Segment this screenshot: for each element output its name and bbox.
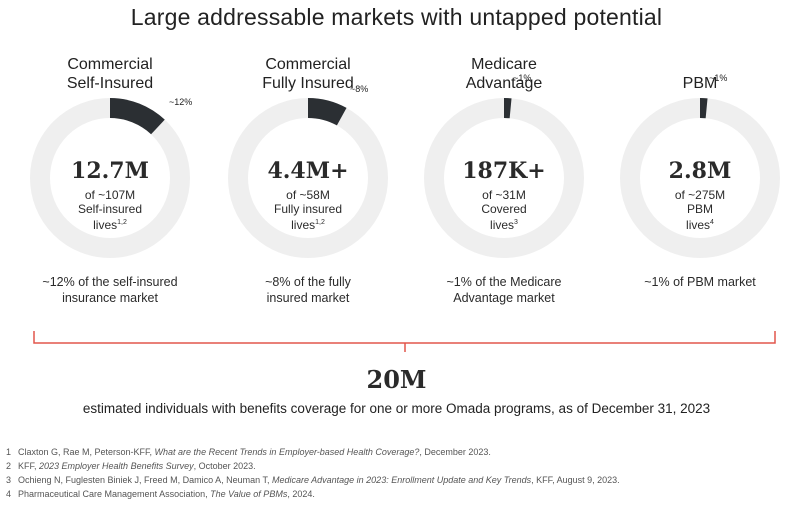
- donut-svg: [30, 98, 190, 258]
- market-description: ~1% of PBM market: [644, 275, 756, 289]
- footnote: 3 Ochieng N, Fuglesten Biniek J, Freed M,…: [6, 475, 620, 485]
- market-card-fully-insured: Commercial Fully Insured ~8% 4.4M+ of ~58…: [210, 52, 406, 306]
- page-title: Large addressable markets with untapped …: [130, 4, 663, 30]
- market-size-subtext: of ~107M Self-insured lives1,2: [77, 188, 143, 232]
- market-title: PBM: [682, 75, 718, 92]
- market-size-value: 4.4M+: [267, 158, 349, 184]
- market-size-subtext: of ~58M Fully insured lives1,2: [273, 188, 343, 232]
- bracket-line: [33, 331, 776, 352]
- donut-chart: ~8% 4.4M+ of ~58M Fully insured lives1,2: [210, 84, 406, 274]
- donut-chart: ~1% 2.8M of ~275M PBM lives4: [602, 73, 793, 274]
- share-label: ~1%: [709, 72, 728, 83]
- share-label: ~8%: [350, 84, 369, 95]
- market-description: ~12% of the self-insured insurance market: [42, 275, 178, 305]
- footnote: 1 Claxton G, Rae M, Peterson-KFF, What ar…: [6, 447, 491, 457]
- market-title: Commercial Fully Insured: [262, 56, 354, 92]
- market-title: Medicare Advantage: [465, 56, 543, 92]
- share-label: ~12%: [169, 97, 193, 108]
- market-card-medicare-advantage: Medicare Advantage ~1% 187K+ of ~31M Cove…: [406, 52, 602, 306]
- market-size-subtext: of ~275M PBM lives4: [674, 188, 726, 232]
- donut-share-segment: [110, 98, 165, 135]
- total-value: 20M: [366, 365, 427, 394]
- donut-svg: [228, 98, 388, 258]
- market-size-value: 2.8M: [668, 158, 732, 184]
- market-card-self-insured: Commercial Self-Insured ~12% 12.7M of ~10…: [12, 52, 208, 306]
- donut-share-segment: [308, 98, 347, 126]
- donut-chart: ~12% 12.7M of ~107M Self-insured lives1,…: [12, 96, 208, 274]
- market-size-subtext: of ~31M Covered lives3: [481, 188, 527, 232]
- donut-chart: ~1% 187K+ of ~31M Covered lives3: [406, 73, 602, 274]
- total-description: estimated individuals with benefits cove…: [82, 401, 711, 416]
- donut-svg: [620, 98, 780, 258]
- donut-svg: [424, 98, 584, 258]
- footnote: 4 Pharmaceutical Care Management Associat…: [6, 489, 315, 499]
- market-size-value: 187K+: [462, 158, 546, 184]
- footnotes: 1 Claxton G, Rae M, Peterson-KFF, What ar…: [6, 445, 791, 501]
- market-description: ~8% of the fully insured market: [265, 275, 351, 305]
- market-title: Commercial Self-Insured: [66, 56, 154, 92]
- market-card-pbm: PBM ~1% 2.8M of ~275M PBM lives4 ~1% of …: [602, 52, 793, 290]
- donut-share-segment: [504, 98, 512, 119]
- market-size-value: 12.7M: [71, 158, 149, 184]
- footnote: 2 KFF, 2023 Employer Health Benefits Surv…: [6, 461, 256, 471]
- donut-share-segment: [700, 98, 708, 119]
- share-label: ~1%: [513, 72, 532, 83]
- market-description: ~1% of the Medicare Advantage market: [446, 275, 562, 305]
